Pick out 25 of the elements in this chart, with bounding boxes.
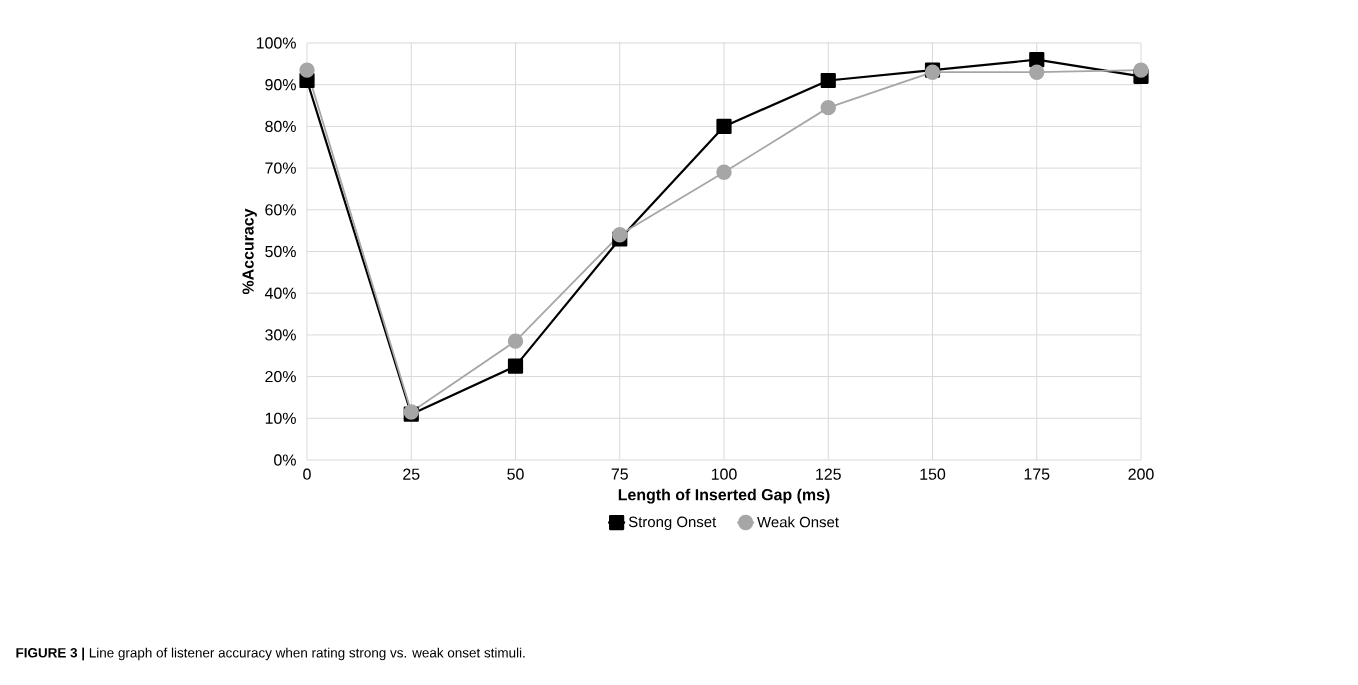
text: FIGURE 3 | Line graph of listener accuracy when rating strong vs. weak onset stimuli. xyxy=(16,647,525,661)
y-tick-label: 100% xyxy=(256,37,296,49)
x-tick-label: 125 xyxy=(816,468,841,480)
x-tick-label: 100 xyxy=(711,468,737,480)
y-tick-label: 0% xyxy=(274,454,296,466)
legend-label: Strong Onset xyxy=(628,516,717,531)
x-axis-title: Length of Inserted Gap (ms) xyxy=(618,488,830,504)
y-tick-label: 10% xyxy=(265,412,296,424)
x-tick-label: 175 xyxy=(1024,468,1050,480)
x-tick-label: 0 xyxy=(303,468,311,480)
x-tick-label: 75 xyxy=(611,468,628,480)
legend-label: Weak Onset xyxy=(757,516,839,528)
y-tick-label: 90% xyxy=(265,79,296,91)
y-tick-label: 50% xyxy=(265,245,296,258)
y-tick-label: 70% xyxy=(265,162,296,174)
y-tick-label: 40% xyxy=(264,287,296,299)
x-tick-label: 200 xyxy=(1128,468,1154,480)
x-tick-label: 150 xyxy=(920,468,946,480)
y-axis-title: %Accuracy xyxy=(242,208,257,295)
y-tick-label: 80% xyxy=(265,120,296,133)
y-tick-label: 30% xyxy=(265,329,296,341)
x-tick-label: 25 xyxy=(403,468,420,480)
y-tick-label: 60% xyxy=(265,204,296,216)
y-tick-label: 20% xyxy=(265,370,296,383)
x-tick-label: 50 xyxy=(507,468,524,480)
